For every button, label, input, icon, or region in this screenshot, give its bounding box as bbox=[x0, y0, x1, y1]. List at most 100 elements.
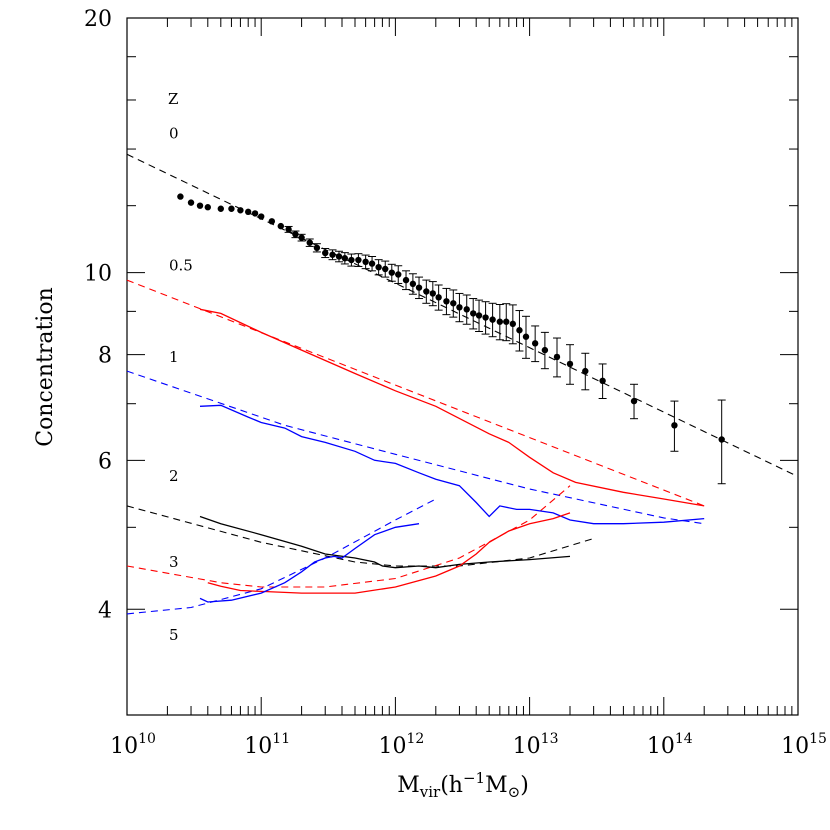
series-line-0 bbox=[199, 308, 705, 507]
data-point-2 bbox=[196, 202, 204, 209]
data-point-24 bbox=[368, 260, 376, 267]
x-tick-label-2: 1012 bbox=[378, 731, 424, 759]
redshift-label-2: 1 bbox=[169, 348, 179, 366]
data-point-27 bbox=[388, 269, 395, 276]
x-axis-title-close: ) bbox=[520, 773, 529, 798]
data-point-34 bbox=[435, 294, 442, 301]
x-tick-label-0: 1010 bbox=[110, 731, 156, 759]
data-point-33 bbox=[429, 290, 437, 297]
fit-lines bbox=[126, 153, 799, 615]
y-axis-title: Concentration bbox=[33, 287, 58, 447]
x-tick-base: 10 bbox=[781, 734, 809, 759]
x-tick-exponent: 14 bbox=[675, 731, 693, 747]
x-tick-exponent: 10 bbox=[138, 731, 156, 747]
legend-header: Z bbox=[168, 90, 178, 108]
x-tick-exponent: 15 bbox=[809, 731, 827, 747]
data-point-43 bbox=[496, 318, 504, 325]
data-point-47 bbox=[522, 333, 530, 340]
data-point-38 bbox=[463, 306, 470, 313]
data-point-23 bbox=[362, 258, 369, 266]
data-point-11 bbox=[277, 222, 285, 230]
x-tick-base: 10 bbox=[513, 734, 541, 759]
x-axis-title-main2: M bbox=[485, 773, 508, 798]
x-tick-label-3: 1013 bbox=[513, 731, 559, 759]
data-point-56 bbox=[718, 436, 725, 443]
data-point-5 bbox=[228, 205, 235, 212]
data-point-25 bbox=[375, 263, 382, 271]
data-point-0 bbox=[177, 193, 184, 200]
x-axis-title-main: M bbox=[397, 773, 420, 798]
data-point-42 bbox=[489, 316, 496, 323]
axis-ticks bbox=[126, 17, 798, 716]
data-point-7 bbox=[244, 208, 252, 216]
series-line-4 bbox=[199, 523, 420, 603]
series-line-2 bbox=[199, 515, 571, 569]
data-point-39 bbox=[470, 310, 477, 317]
redshift-labels: 0 0.5 1 2 3 5 bbox=[169, 125, 193, 644]
data-point-52 bbox=[582, 367, 589, 375]
data-point-8 bbox=[251, 210, 259, 217]
fit-line-4 bbox=[126, 485, 571, 588]
data-point-15 bbox=[306, 239, 313, 246]
redshift-label-0: 0 bbox=[169, 125, 179, 143]
data-point-1 bbox=[187, 199, 195, 206]
redshift-label-3: 2 bbox=[169, 467, 179, 485]
redshift-label-4: 3 bbox=[169, 553, 179, 571]
data-point-51 bbox=[566, 360, 574, 368]
data-point-36 bbox=[450, 300, 457, 307]
data-point-17 bbox=[322, 249, 329, 257]
data-point-31 bbox=[415, 284, 423, 291]
data-point-4 bbox=[217, 205, 225, 212]
y-tick-label-4: 20 bbox=[84, 7, 112, 32]
data-point-29 bbox=[402, 276, 410, 284]
data-point-37 bbox=[456, 304, 463, 311]
data-point-14 bbox=[298, 234, 305, 241]
data-point-16 bbox=[313, 244, 321, 252]
y-tick-label-1: 6 bbox=[98, 449, 112, 474]
x-axis-title-sub: vir bbox=[419, 783, 441, 801]
data-point-55 bbox=[671, 422, 678, 429]
data-point-48 bbox=[531, 340, 539, 347]
data-point-13 bbox=[292, 231, 299, 238]
fit-line-3 bbox=[126, 505, 594, 567]
x-tick-label-5: 1015 bbox=[781, 731, 827, 759]
x-axis-title-sub2: ⊙ bbox=[508, 783, 521, 801]
z0-data-points bbox=[177, 193, 726, 485]
data-point-6 bbox=[237, 207, 244, 214]
plot-frame bbox=[126, 17, 799, 716]
fit-line-1 bbox=[126, 279, 705, 507]
data-point-18 bbox=[329, 251, 336, 258]
data-point-20 bbox=[341, 255, 349, 262]
fit-line-2 bbox=[126, 370, 705, 525]
series-line-1 bbox=[199, 404, 705, 525]
data-point-10 bbox=[268, 218, 276, 225]
fit-line-0 bbox=[126, 153, 799, 478]
y-tick-label-0: 4 bbox=[98, 598, 112, 623]
x-tick-base: 10 bbox=[647, 734, 675, 759]
data-point-9 bbox=[258, 213, 265, 220]
data-point-32 bbox=[423, 288, 430, 295]
redshift-label-5: 5 bbox=[169, 626, 179, 644]
data-point-44 bbox=[503, 318, 510, 325]
data-point-54 bbox=[630, 397, 638, 405]
data-point-28 bbox=[395, 271, 402, 278]
data-point-30 bbox=[409, 280, 417, 288]
data-point-50 bbox=[553, 353, 561, 361]
series-line-3 bbox=[207, 512, 571, 594]
data-point-12 bbox=[285, 226, 292, 233]
data-point-41 bbox=[482, 314, 489, 321]
redshift-label-1: 0.5 bbox=[169, 256, 193, 274]
y-tick-label-3: 10 bbox=[84, 262, 112, 287]
data-point-26 bbox=[382, 265, 389, 273]
x-tick-base: 10 bbox=[378, 734, 406, 759]
x-tick-exponent: 13 bbox=[541, 731, 559, 747]
data-point-21 bbox=[348, 256, 355, 264]
data-point-45 bbox=[509, 320, 517, 328]
x-tick-exponent: 12 bbox=[406, 731, 424, 747]
x-tick-base: 10 bbox=[244, 734, 272, 759]
x-axis-title-sup: −1 bbox=[463, 769, 485, 787]
x-tick-label-4: 1014 bbox=[647, 731, 693, 759]
data-point-22 bbox=[355, 256, 362, 264]
